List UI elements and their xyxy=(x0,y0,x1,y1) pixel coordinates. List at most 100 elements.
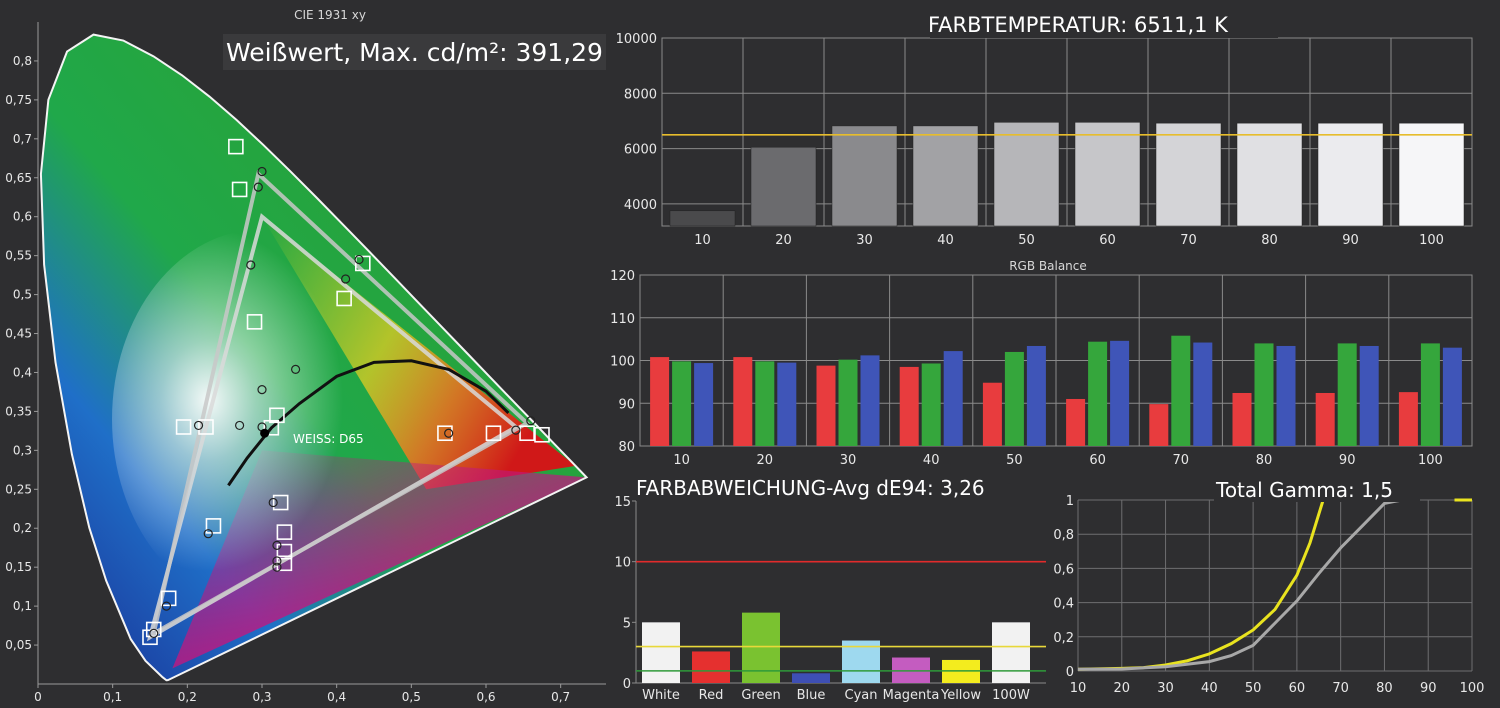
cie-y-tick-label: 0,8 xyxy=(13,54,32,68)
color-temperature-x-tick-label: 60 xyxy=(1099,233,1116,248)
rgb-balance-bar xyxy=(816,365,836,446)
cie-measured-point xyxy=(161,601,172,611)
rgb-balance-bar xyxy=(1232,392,1252,446)
rgb-balance-bar xyxy=(1254,343,1274,446)
rgb-balance-bar xyxy=(899,366,919,446)
rgb-balance-x-tick-label: 10 xyxy=(673,453,690,468)
gamma-x-tick-label: 10 xyxy=(1070,681,1087,696)
cie-measured-point xyxy=(193,420,204,431)
gamma-title: Total Gamma: 1,5 xyxy=(1215,478,1393,502)
cie-panel: 0 0,1 0,2 0,3 0,4 0,5 0,6 0,7 0,05 0,1 0,15 0,2 0,25… xyxy=(0,0,612,708)
gamma-y-tick-label: 0,4 xyxy=(1053,597,1074,612)
gamma-x-tick-label: 60 xyxy=(1289,681,1306,696)
rgb-balance-bar xyxy=(777,362,797,446)
gamma-series-line xyxy=(1077,499,1325,671)
color-temperature-bar xyxy=(1074,122,1141,227)
cie-measured-point xyxy=(291,364,301,374)
rgb-balance-bar xyxy=(1315,392,1335,446)
cie-y-tick-label: 0,4 xyxy=(13,365,32,379)
rgb-balance-bar xyxy=(694,363,714,446)
cie-target-point xyxy=(160,590,177,607)
rgb-balance-panel: 80 90 100 110 120 10 20 30 40 50 60 70 80 90 100 RGB B… xyxy=(610,246,1500,468)
gamma-y-tick-label: 0,6 xyxy=(1053,562,1074,577)
cie-planck-locus xyxy=(227,359,510,487)
cie-measured-point xyxy=(354,254,364,265)
cie-measured-point xyxy=(526,416,536,426)
rgb-balance-x-tick-label: 100 xyxy=(1418,453,1443,468)
rgb-balance-bar xyxy=(1193,342,1213,446)
rgb-balance-bar xyxy=(921,363,941,446)
cie-y-tick-label: 0,3 xyxy=(13,443,32,457)
color-deviation-panel: 0 5 10 15 White Red Green Blue Cyan Magenta Yellow… xyxy=(612,468,1048,708)
cie-target-point xyxy=(354,255,371,272)
cie-measured-point xyxy=(149,628,159,638)
rgb-balance-x-tick-label: 80 xyxy=(1256,453,1273,468)
rgb-balance-x-tick-label: 90 xyxy=(1339,453,1356,468)
rgb-balance-bar xyxy=(1276,345,1296,446)
rgb-balance-bar xyxy=(1171,335,1191,446)
color-deviation-x-tick-label: Green xyxy=(741,688,780,703)
color-deviation-bar xyxy=(642,622,680,683)
cie-x-tick-label: 0,3 xyxy=(252,690,271,704)
cie-target-point xyxy=(437,425,453,442)
color-temperature-bar xyxy=(912,125,979,227)
rgb-balance-y-tick-label: 80 xyxy=(618,440,635,455)
gamma-x-tick-label: 50 xyxy=(1245,681,1262,696)
color-temperature-x-tick-label: 70 xyxy=(1180,233,1197,248)
color-deviation-chart: 0 5 10 15 White Red Green Blue Cyan Magenta Yellow… xyxy=(614,476,1046,703)
color-deviation-bar xyxy=(842,640,880,683)
color-temperature-x-tick-label: 30 xyxy=(856,233,873,248)
cie-x-tick-label: 0,5 xyxy=(402,690,421,704)
rgb-balance-bar xyxy=(1110,340,1130,446)
gamma-panel: 0 0,2 0,4 0,6 0,8 1 10 20 30 40 50 60 70 80 90 100 Tota… xyxy=(1048,468,1500,708)
rgb-balance-y-tick-label: 120 xyxy=(610,269,635,284)
gamma-x-tick-label: 90 xyxy=(1420,681,1437,696)
rgb-balance-bar xyxy=(982,382,1002,446)
cie-target-point xyxy=(175,419,192,435)
rgb-balance-x-tick-label: 70 xyxy=(1173,453,1190,468)
color-temperature-x-tick-label: 90 xyxy=(1342,233,1359,248)
rgb-balance-bar xyxy=(672,361,692,446)
cie-measured-point xyxy=(257,385,267,395)
rgb-balance-bar xyxy=(1004,351,1024,446)
color-deviation-y-tick-label: 0 xyxy=(623,677,631,692)
color-temperature-x-tick-label: 10 xyxy=(694,233,711,248)
rgb-balance-x-tick-label: 40 xyxy=(923,453,940,468)
cie-measured-point xyxy=(272,556,282,566)
rgb-balance-bar xyxy=(1026,345,1046,446)
gamma-x-tick-label: 100 xyxy=(1460,681,1485,696)
rgb-balance-x-tick-label: 30 xyxy=(840,453,857,468)
rgb-balance-x-tick-label: 50 xyxy=(1006,453,1023,468)
cie-target-point xyxy=(231,181,248,198)
cie-y-tick-label: 0,5 xyxy=(13,288,32,302)
cie-measured-point xyxy=(246,260,256,270)
color-deviation-x-tick-label: 100W xyxy=(992,688,1030,703)
rgb-balance-chart: 80 90 100 110 120 10 20 30 40 50 60 70 80 90 100 RGB B… xyxy=(610,259,1473,468)
cie-target-point xyxy=(519,425,535,442)
cie-measured-point xyxy=(511,425,521,435)
cie-locus-outline xyxy=(39,33,589,682)
gamma-x-tick-label: 30 xyxy=(1157,681,1174,696)
cie-chart: 0 0,1 0,2 0,3 0,4 0,5 0,6 0,7 0,05 0,1 0,15 0,2 0,25… xyxy=(5,8,606,704)
cie-target-point xyxy=(142,629,158,646)
color-deviation-x-tick-label: Blue xyxy=(797,688,826,703)
color-temperature-chart: 4000 6000 8000 10000 10 20 30 40 50 60 70 80 90 100 F… xyxy=(616,8,1473,248)
cie-target-point xyxy=(276,524,293,540)
cie-white-region xyxy=(112,229,412,610)
color-temperature-x-tick-label: 100 xyxy=(1419,233,1444,248)
cie-target-point xyxy=(276,543,293,560)
cie-y-tick-label: 0,35 xyxy=(5,404,32,418)
cie-title: CIE 1931 xy xyxy=(294,8,366,22)
color-temperature-bar xyxy=(1398,122,1465,227)
cie-measured-point xyxy=(253,182,263,192)
rgb-balance-bar xyxy=(860,355,880,446)
cie-y-tick-label: 0,45 xyxy=(5,327,32,341)
color-temperature-bar xyxy=(1317,122,1384,227)
color-deviation-x-tick-label: Cyan xyxy=(845,688,878,703)
cie-whitepoint-label: WEISS: D65 xyxy=(293,432,364,446)
gamma-x-tick-label: 70 xyxy=(1332,681,1349,696)
cie-measured-point xyxy=(272,540,282,550)
cie-y-tick-label: 0,75 xyxy=(5,93,32,107)
color-temperature-x-tick-label: 20 xyxy=(775,233,792,248)
color-temperature-bar xyxy=(1155,122,1222,227)
